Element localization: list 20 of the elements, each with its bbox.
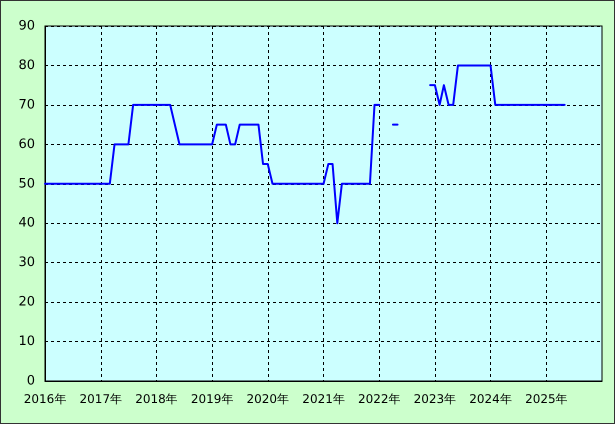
x-tick-label: 2024年 xyxy=(469,392,512,406)
y-tick-label: 0 xyxy=(26,374,35,388)
x-tick-label: 2022年 xyxy=(358,392,401,406)
x-tick-label: 2019年 xyxy=(190,392,234,406)
x-tick-label: 2018年 xyxy=(135,392,178,406)
x-tick-label: 2021年 xyxy=(302,392,345,406)
y-tick-label: 50 xyxy=(18,176,35,192)
x-tick-label: 2016年 xyxy=(24,392,66,406)
y-tick-label: 80 xyxy=(18,58,35,73)
y-tick-label: 60 xyxy=(18,136,35,152)
y-tick-label: 10 xyxy=(18,334,35,350)
x-tick-label: 2025年 xyxy=(525,392,568,406)
x-tick-label: 2020年 xyxy=(246,392,290,406)
y-tick-label: 30 xyxy=(18,255,35,270)
x-tick-label: 2023年 xyxy=(414,392,456,406)
y-tick-label: 40 xyxy=(18,216,35,231)
y-tick-label: 70 xyxy=(18,97,35,112)
y-tick-label: 90 xyxy=(18,18,35,34)
y-tick-label: 20 xyxy=(18,294,35,310)
x-tick-label: 2017年 xyxy=(80,392,122,406)
